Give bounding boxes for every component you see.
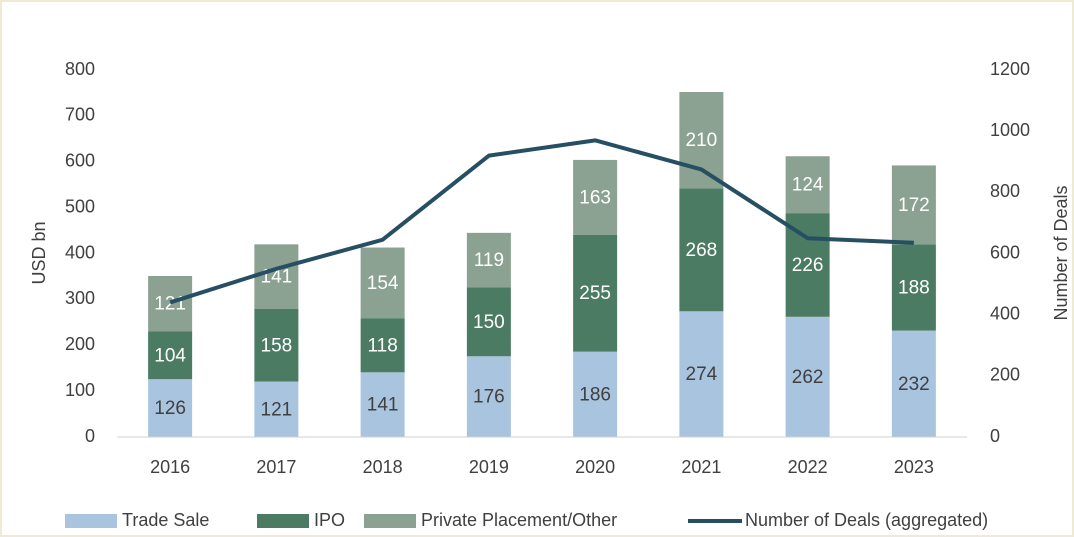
- x-tick-label: 2019: [469, 457, 509, 477]
- data-label: 163: [579, 187, 611, 208]
- x-tick-label: 2018: [363, 457, 403, 477]
- bar-segment: [679, 188, 724, 312]
- data-label: 121: [261, 399, 293, 420]
- bar-segment: [573, 234, 618, 352]
- legend-label: Number of Deals (aggregated): [745, 510, 988, 530]
- data-label: 104: [154, 345, 186, 366]
- data-label: 255: [579, 283, 611, 304]
- bar-segment: [148, 379, 193, 437]
- bar-segment: [466, 356, 511, 437]
- y-tick-label: 0: [85, 426, 95, 446]
- bar-segment: [360, 247, 405, 319]
- data-label: 154: [367, 273, 399, 294]
- y2-axis-title: Number of Deals: [1051, 185, 1071, 320]
- data-label: 172: [898, 195, 930, 216]
- y-tick-label: 400: [65, 242, 95, 262]
- bar-segment: [679, 92, 724, 189]
- legend-label: IPO: [314, 510, 345, 530]
- y2-tick-label: 1200: [990, 59, 1030, 79]
- data-label: 141: [367, 395, 399, 416]
- bar-segment: [254, 244, 299, 310]
- data-label: 232: [898, 374, 930, 395]
- data-label: 210: [686, 130, 718, 151]
- x-tick-label: 2017: [256, 457, 296, 477]
- y-tick-label: 200: [65, 334, 95, 354]
- y2-tick-label: 400: [990, 303, 1020, 323]
- y2-tick-label: 800: [990, 181, 1020, 201]
- bar-segment: [785, 156, 830, 214]
- bar-segment: [360, 372, 405, 437]
- bar-segment: [254, 381, 299, 437]
- bar-segment: [785, 316, 830, 437]
- bar-segment: [360, 318, 405, 373]
- x-tick-label: 2022: [788, 457, 828, 477]
- data-label: 268: [686, 240, 718, 261]
- bar-segment: [573, 351, 618, 437]
- data-label: 226: [792, 255, 824, 276]
- legend-swatch: [65, 514, 117, 528]
- bar-segment: [148, 275, 193, 332]
- y2-tick-label: 0: [990, 426, 1000, 446]
- data-label: 124: [792, 175, 824, 196]
- bar-segment: [466, 232, 511, 288]
- data-label: 274: [686, 364, 718, 385]
- data-label: 158: [261, 335, 293, 356]
- data-label: 186: [579, 384, 611, 405]
- bar-segment: [891, 244, 936, 331]
- y-tick-label: 700: [65, 105, 95, 125]
- x-tick-label: 2020: [575, 457, 615, 477]
- bar-segment: [254, 309, 299, 382]
- data-label: 119: [474, 250, 504, 271]
- y-tick-label: 100: [65, 380, 95, 400]
- x-tick-label: 2023: [894, 457, 934, 477]
- data-label: 176: [473, 387, 505, 408]
- legend-label: Trade Sale: [122, 510, 209, 530]
- data-label: 126: [154, 398, 186, 419]
- y-tick-label: 800: [65, 59, 95, 79]
- data-label: 262: [792, 367, 824, 388]
- y-axis-title: USD bn: [29, 221, 49, 284]
- y-tick-label: 300: [65, 288, 95, 308]
- legend-swatch: [364, 514, 416, 528]
- line-series: [169, 138, 914, 305]
- y2-tick-label: 600: [990, 242, 1020, 262]
- legend-swatch: [257, 514, 309, 528]
- y2-tick-label: 1000: [990, 120, 1030, 140]
- y-tick-label: 600: [65, 151, 95, 171]
- bar-segment: [573, 159, 618, 235]
- bar-segment: [466, 287, 511, 357]
- data-label: 150: [473, 312, 505, 333]
- bar-segment: [891, 330, 936, 437]
- legend-label: Private Placement/Other: [421, 510, 617, 530]
- data-label: 188: [898, 277, 930, 298]
- bar-segment: [148, 331, 193, 380]
- bar-segment: [891, 165, 936, 245]
- y-tick-label: 500: [65, 196, 95, 216]
- data-label: 118: [367, 335, 397, 356]
- bar-segment: [679, 311, 724, 437]
- x-tick-label: 2021: [681, 457, 721, 477]
- y2-tick-label: 200: [990, 365, 1020, 385]
- x-tick-label: 2016: [150, 457, 190, 477]
